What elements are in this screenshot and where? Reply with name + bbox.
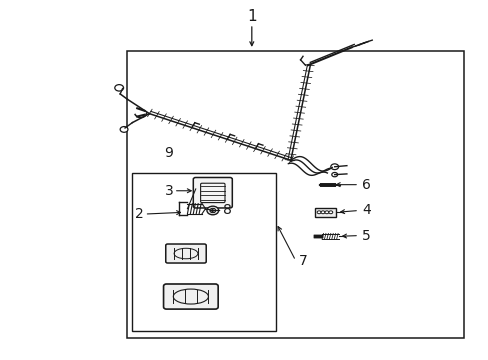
FancyBboxPatch shape [165, 244, 206, 263]
Circle shape [325, 211, 328, 214]
Circle shape [330, 164, 338, 170]
Text: 4: 4 [361, 203, 370, 217]
FancyBboxPatch shape [193, 177, 232, 208]
Bar [315, 208, 335, 217]
Circle shape [328, 211, 332, 214]
Text: 8: 8 [223, 203, 231, 217]
Circle shape [321, 211, 325, 214]
Circle shape [317, 211, 321, 214]
FancyBboxPatch shape [163, 284, 218, 309]
Text: 5: 5 [361, 229, 370, 243]
Bar [132, 173, 276, 330]
Circle shape [115, 85, 123, 91]
Circle shape [120, 127, 128, 132]
Bar [127, 51, 463, 338]
Text: 3: 3 [164, 184, 173, 198]
Text: 7: 7 [298, 254, 307, 268]
Text: 2: 2 [135, 207, 144, 221]
Text: 9: 9 [164, 146, 173, 160]
Circle shape [331, 172, 337, 177]
Circle shape [206, 206, 218, 215]
Circle shape [209, 208, 215, 213]
Text: 1: 1 [246, 9, 256, 24]
Text: 6: 6 [361, 178, 370, 192]
